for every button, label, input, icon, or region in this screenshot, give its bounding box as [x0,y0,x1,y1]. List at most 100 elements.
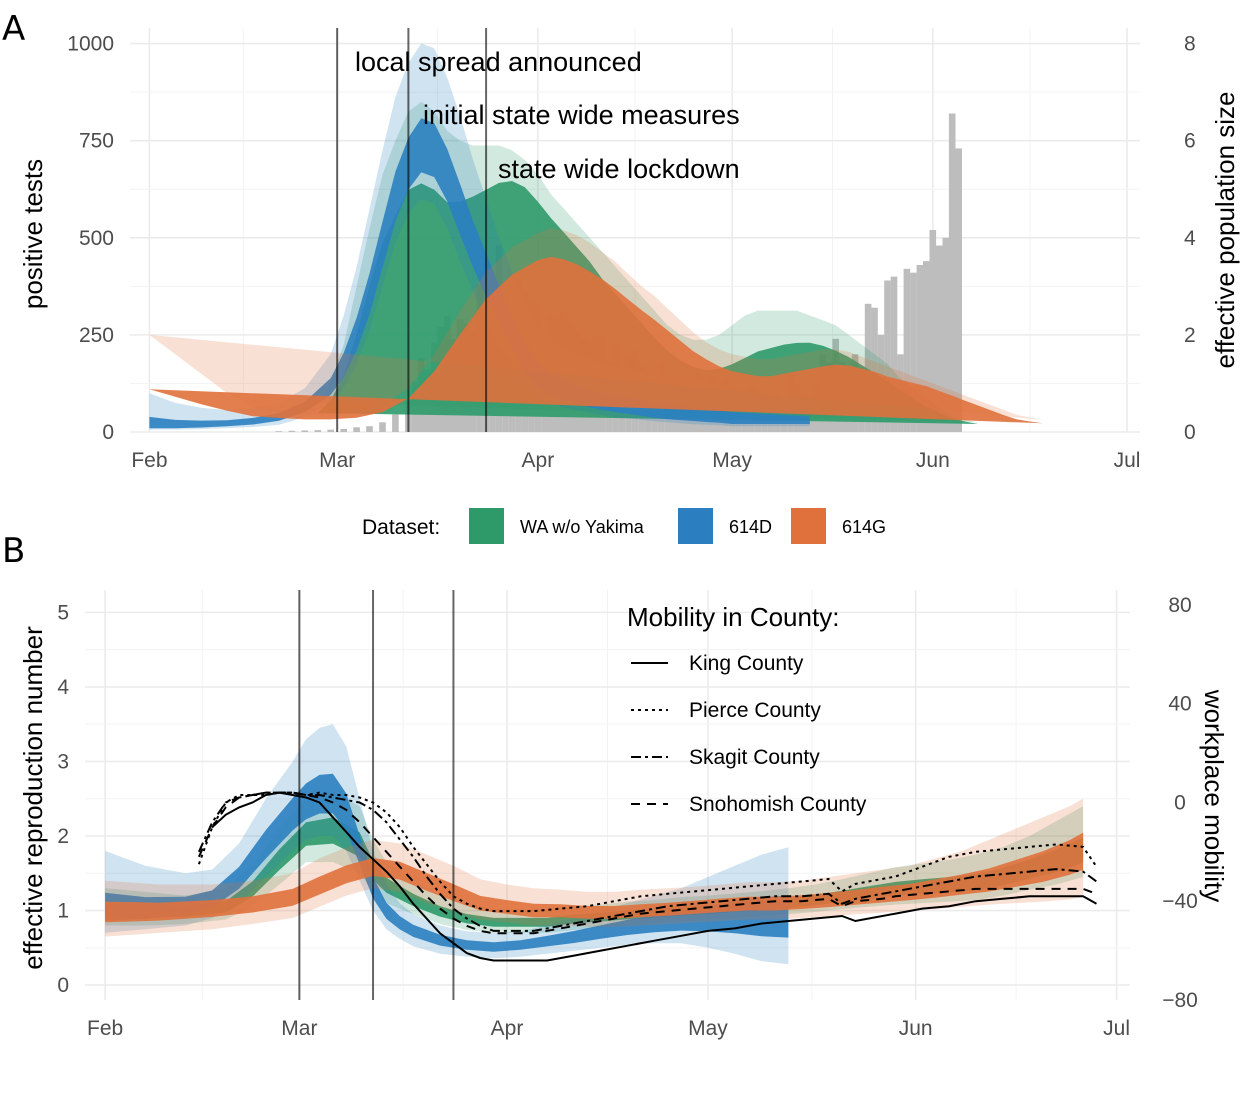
band-outer-614D [149,43,810,430]
mobility-line-King County [211,791,1097,962]
annotation-initial-measures: initial state wide measures [423,100,740,130]
panel-a-x-tick: Apr [522,449,555,472]
mobility-legend-label: Skagit County [689,746,820,769]
case-bar [314,430,322,432]
panel-a-y-tick: 0 [102,421,114,444]
panel-a-x-tick: Jul [1114,449,1141,472]
mobility-line-Skagit County [197,791,1098,932]
case-bar [275,431,283,432]
panel-a-x-tick: May [712,449,752,472]
band-inner-614D [149,118,810,429]
panel-b-y-tick: 3 [57,750,69,773]
panel-b-series-bands [105,724,1084,965]
rt-band-inner-614D [105,773,789,952]
panel-a-y-tick: 1000 [67,33,114,56]
panel-a-y2-tick: 6 [1184,130,1196,153]
panel-b: B Feb Mar Apr May Jun Jul 0 1 2 3 4 5 −80 −40 0 40 80 ef… [2,531,1229,1040]
panel-b-x-tick: Feb [87,1017,123,1040]
case-bar [948,113,956,432]
panel-a-y2-tick: 2 [1184,324,1196,347]
case-bar [923,261,930,432]
mobility-legend-label: Snohomish County [689,793,867,816]
panel-a-tick-labels: Feb Mar Apr May Jun Jul 0 250 500 750 1000 0 2 4 6 8 [67,33,1196,472]
panel-b-y-tick: 0 [57,974,69,997]
panel-a-x-tick: Jun [916,449,950,472]
panel-a-series-bands [149,43,1043,430]
case-bar [936,245,943,432]
panel-a-annotations: local spread announced initial state wid… [355,47,740,184]
panel-b-x-tick: May [688,1017,728,1040]
panel-a-y2-axis-title: effective population size [1210,91,1240,368]
case-bar [929,230,937,432]
panel-a-y-tick: 750 [79,130,114,153]
case-bar [871,307,878,432]
panel-b-y-tick: 1 [57,900,69,923]
panel-b-tick-labels: Feb Mar Apr May Jun Jul 0 1 2 3 4 5 −80 −40 0 40 80 [57,594,1198,1040]
panel-b-x-tick: Apr [491,1017,524,1040]
panel-a-y2-tick: 0 [1184,421,1196,444]
legend-title: Dataset: [362,516,440,539]
case-bar [392,414,399,432]
case-bar [366,426,373,432]
case-bar [916,265,924,432]
mobility-line-Snohomish County [197,791,1097,935]
panel-a-y2-tick: 4 [1184,227,1196,250]
panel-b-y2-axis-title: workplace mobility [1199,689,1229,902]
band-inner-614G [149,256,1043,424]
panel-b-y-axis-title: effective reproduction number [18,626,48,970]
mobility-legend-title: Mobility in County: [627,602,839,632]
case-bar [942,237,950,432]
panel-b-y2-tick: −40 [1162,890,1198,913]
case-bar [288,430,296,432]
panel-a-x-tick: Feb [131,449,167,472]
panel-label-a: A [2,9,25,49]
legend-swatch-614g [791,508,826,544]
rt-band-inner-614G [105,832,1084,923]
case-bar [884,280,891,432]
panel-b-event-lines [298,590,455,1000]
mobility-legend-label: Pierce County [689,699,821,722]
panel-b-mobility-lines [197,791,1098,962]
legend-label-614g: 614G [842,517,886,537]
panel-a-y-tick: 250 [79,324,114,347]
mobility-line-Pierce County [197,791,1098,913]
legend-swatch-wa [469,508,504,544]
case-bar [340,428,347,432]
panel-b-y2-tick: 0 [1174,791,1186,814]
panel-b-y-tick: 5 [57,601,69,624]
legend-label-wa: WA w/o Yakima [520,517,645,537]
panel-label-b: B [2,531,25,571]
dataset-legend: Dataset: WA w/o Yakima 614D 614G [362,508,886,544]
case-bar [301,430,309,432]
case-bar [353,427,360,432]
panel-b-y2-tick: 40 [1168,693,1191,716]
panel-b-y2-tick: 80 [1168,594,1191,617]
panel-a-y-axis-title: positive tests [18,159,48,309]
panel-b-y-tick: 4 [57,676,69,699]
panel-b-x-tick: Mar [281,1017,317,1040]
panel-b-x-tick: Jun [899,1017,933,1040]
case-bar [864,303,872,432]
legend-swatch-614d [678,508,713,544]
panel-a-x-tick: Mar [319,449,355,472]
panel-b-y-tick: 2 [57,825,69,848]
annotation-lockdown: state wide lockdown [498,154,740,184]
mobility-legend-label: King County [689,652,804,675]
rt-band-outer-614D [105,724,789,965]
panel-a: A Feb Mar Apr May Jun Jul0250500750100002468 … [2,9,1240,472]
case-bar [903,268,911,432]
panel-a-event-lines [336,28,488,432]
case-bar [890,276,898,432]
case-bar [379,422,386,432]
case-bar [955,148,962,432]
case-bar [327,429,334,432]
panel-b-x-tick: Jul [1103,1017,1130,1040]
panel-b-y2-tick: −80 [1162,989,1198,1012]
panel-a-y-tick: 500 [79,227,114,250]
mobility-legend: Mobility in County: King County Pierce Co… [627,602,867,816]
panel-a-y2-tick: 8 [1184,33,1196,56]
annotation-local-spread: local spread announced [355,47,642,77]
case-bar [910,272,917,432]
legend-label-614d: 614D [729,517,772,537]
